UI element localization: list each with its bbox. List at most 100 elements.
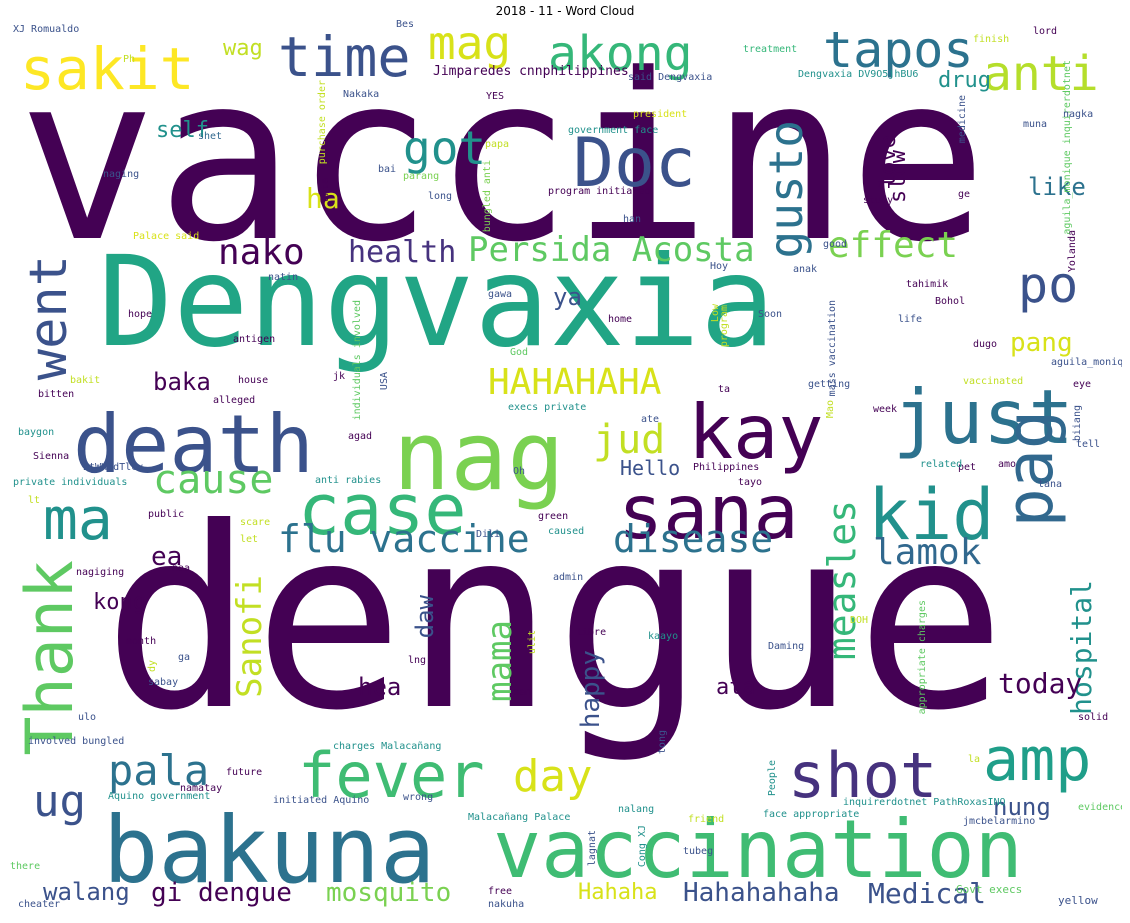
word-purchase-order: purchase order <box>317 80 328 165</box>
word-amo: amo <box>998 459 1017 470</box>
word-anti: anti <box>983 46 1099 102</box>
word-lng: lng <box>408 655 427 666</box>
word-kaayo: kaayo <box>648 631 679 642</box>
word-bakit: bakit <box>70 375 101 386</box>
word-aguila-monique-inquirerdotnet: aguila_monique inquirerdotnet <box>1062 60 1073 235</box>
word-lamok: lamok <box>873 532 982 573</box>
word-getting: getting <box>808 379 851 390</box>
word-ta: ta <box>718 384 731 395</box>
word-face-appropriate: face appropriate <box>763 809 860 820</box>
word-house: house <box>238 375 269 386</box>
word-papa: papa <box>485 139 510 150</box>
word-mosquito: mosquito <box>326 878 452 908</box>
word-program: program <box>719 305 730 348</box>
word-hahaha: Hahaha <box>578 880 658 905</box>
word-admin: admin <box>553 572 584 583</box>
word-individuals-involved: individuals involved <box>352 300 363 421</box>
word-kay: kay <box>688 388 824 476</box>
word-libre: libre <box>576 627 607 638</box>
word-case: case <box>298 469 467 551</box>
word-walang: walang <box>43 878 130 906</box>
word-bohol: Bohol <box>935 296 966 307</box>
word-cloud: vaccine dengue Dengvaxia nag bakuna death vacc… <box>8 20 1122 920</box>
word-drug: drug <box>938 68 991 93</box>
word-yes: YES <box>486 91 505 102</box>
word-alleged: alleged <box>213 395 256 406</box>
word-jk: jk <box>333 371 346 382</box>
word-execs-private: execs private <box>508 402 587 413</box>
word-ate: ate <box>641 414 660 425</box>
word-ata: ata <box>716 675 756 700</box>
word-lord: lord <box>1033 26 1058 37</box>
word-vaccination: vaccination <box>493 803 1023 896</box>
word-han: han <box>623 214 642 225</box>
word-shet: shet <box>198 131 223 142</box>
word-btwhldtlcv: BtWHldTlcv <box>83 462 144 473</box>
word-appropriate-charges: appropriate charges <box>917 600 928 715</box>
word-nung: nung <box>993 793 1051 821</box>
word-tell: tell <box>1076 439 1101 450</box>
word-month: month <box>126 636 157 647</box>
word-palace-said: Palace said <box>133 231 200 242</box>
word-philippines: Philippines <box>693 462 760 473</box>
word-nalang: nalang <box>618 804 655 815</box>
word-yellow: yellow <box>1058 894 1098 907</box>
word-caused: caused <box>548 526 585 537</box>
word-eye: eye <box>1073 379 1092 390</box>
word-bungled-anti: bungled anti <box>482 160 493 233</box>
word-kid: kid <box>868 474 995 556</box>
word-sabay: sabay <box>148 677 179 688</box>
word-po: po <box>1018 256 1079 314</box>
word-tana: tana <box>1038 479 1063 490</box>
word-sanofi: Sanofi <box>230 575 270 698</box>
word-cheater: cheater <box>18 899 61 910</box>
word-hahahahaha: Hahahahaha <box>683 878 840 908</box>
word-daw: daw <box>411 595 439 639</box>
word-dengue: dengue <box>103 474 1007 765</box>
word-nagka: nagka <box>1063 109 1094 120</box>
word-lagnat: lagnat <box>587 830 598 867</box>
word-tubeg: tubeg <box>683 846 714 857</box>
word-treatment: treatment <box>743 44 798 55</box>
word-sana: sana <box>618 468 799 556</box>
word-ha: ha <box>306 182 340 215</box>
word-flu-vaccine: flu vaccine <box>278 517 530 561</box>
word-aguila-monique: aguila_monique <box>1051 357 1122 368</box>
word-people: People <box>767 760 778 797</box>
word-involved-bungled: involved bungled <box>28 736 125 747</box>
word-medical: Medical <box>868 877 987 910</box>
word-mao: Mao <box>825 400 836 419</box>
word-bakuna: bakuna <box>103 797 436 904</box>
word-week: week <box>873 404 898 415</box>
word-self: self <box>156 118 209 143</box>
word-shot: shot <box>788 739 938 812</box>
word-baygon: baygon <box>18 427 55 438</box>
word-good: good <box>823 239 848 250</box>
word-gawa: gawa <box>488 289 513 300</box>
word-tong: tong <box>657 730 668 755</box>
word-private-individuals: private individuals <box>13 477 128 488</box>
word-initiated-aquino: initiated Aquino <box>273 795 370 806</box>
word-free: free <box>488 886 513 897</box>
word-measles: measles <box>820 500 864 661</box>
word-hea: hea <box>358 673 402 701</box>
word-green: green <box>538 511 569 522</box>
word-tapos: tapos <box>823 21 974 79</box>
word-hope: hope <box>128 309 153 320</box>
word-let: let <box>240 534 259 545</box>
word-future: future <box>226 767 263 778</box>
word-ph: Ph <box>123 54 136 65</box>
word-kong: kong <box>93 590 146 615</box>
word-anak: anak <box>793 264 818 275</box>
word-sakit: sakit <box>20 35 195 103</box>
word-solid: solid <box>1078 712 1109 723</box>
word-jimparedes-cnnphilippines: Jimparedes cnnphilippines <box>433 64 629 79</box>
word-government-face: government face <box>568 125 659 136</box>
word-death: death <box>73 398 314 491</box>
word-pet: pet <box>958 462 977 473</box>
word-finish: finish <box>973 34 1010 45</box>
word-tayo: tayo <box>738 477 763 488</box>
word-ma: ma <box>43 485 113 553</box>
word-related: related <box>920 459 963 470</box>
word-went: went <box>19 255 79 381</box>
